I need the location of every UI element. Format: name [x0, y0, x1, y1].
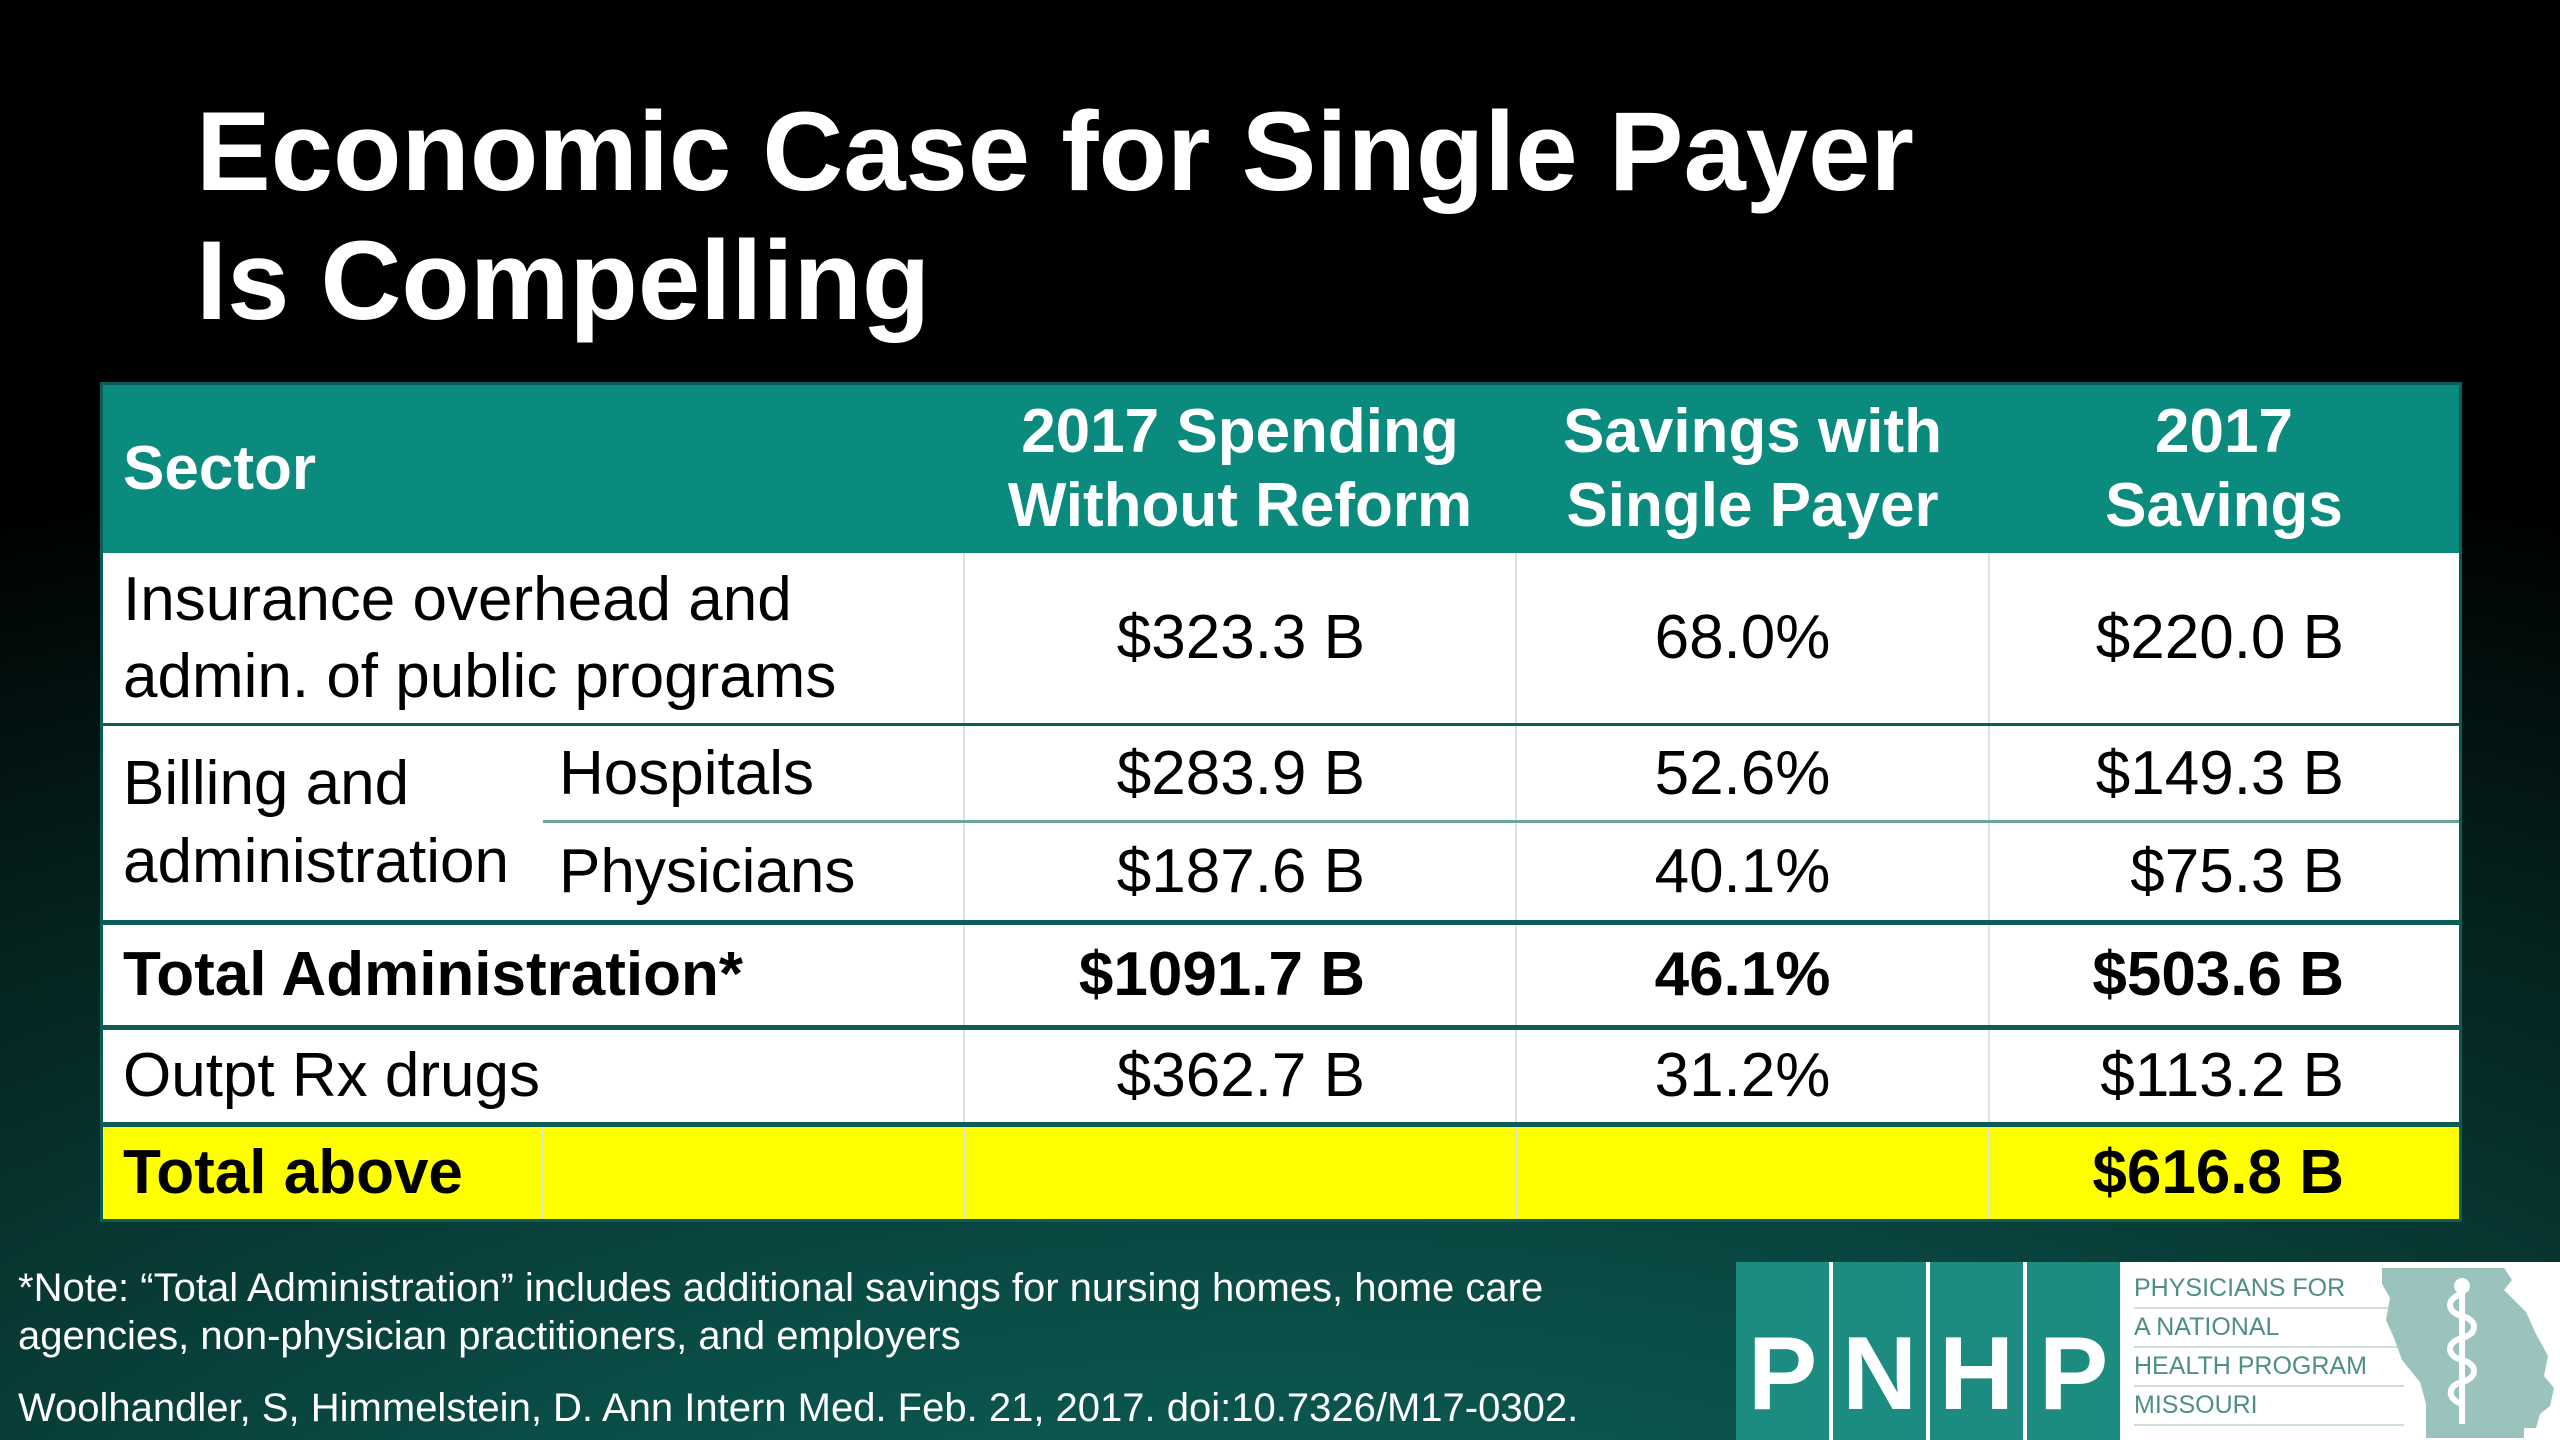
logo-org-line: MISSOURI — [2134, 1387, 2404, 1426]
insurance-label-line1: Insurance overhead and — [123, 564, 792, 634]
rx-pct: 31.2% — [1515, 1027, 1989, 1127]
header-spending-line1: 2017 Spending — [1021, 396, 1459, 466]
logo-letter: H — [1930, 1262, 2027, 1440]
physicians-label: Physicians — [543, 821, 964, 925]
rx-savings: $113.2 B — [1988, 1027, 2459, 1127]
footnote-line2: agencies, non-physician practitioners, a… — [18, 1314, 961, 1358]
insurance-spending: $323.3 B — [963, 553, 1516, 727]
table-row-total-above: Total above $616.8 B — [103, 1124, 2459, 1219]
rx-spending: $362.7 B — [963, 1027, 1516, 1127]
billing-group-label-line2: administration — [123, 826, 509, 896]
slide-title-line1: Economic Case for Single Payer — [196, 89, 1914, 214]
table-row-total-admin: Total Administration* $1091.7 B 46.1% $5… — [103, 922, 2459, 1030]
pnhp-logo: P N H P PHYSICIANS FOR A NATIONAL HEALTH… — [1736, 1262, 2560, 1440]
header-savings-pct: Savings with Single Payer — [1516, 385, 1989, 553]
logo-org-line: PHYSICIANS FOR — [2134, 1270, 2404, 1309]
insurance-savings: $220.0 B — [1988, 553, 2459, 727]
hospitals-savings: $149.3 B — [1988, 724, 2459, 824]
logo-letter: N — [1833, 1262, 1930, 1440]
header-savings-pct-line2: Single Payer — [1566, 471, 1939, 540]
physicians-spending: $187.6 B — [963, 821, 1516, 925]
header-spending: 2017 Spending Without Reform — [964, 385, 1516, 553]
insurance-label-line2: admin. of public programs — [123, 642, 837, 712]
logo-org-line: A NATIONAL — [2134, 1309, 2404, 1348]
total-admin-pct: 46.1% — [1515, 922, 1989, 1030]
savings-table: Sector 2017 Spending Without Reform Savi… — [100, 382, 2462, 1222]
slide-title-line2: Is Compelling — [196, 217, 931, 343]
total-above-empty-1 — [542, 1124, 964, 1219]
hospitals-spending: $283.9 B — [963, 724, 1516, 824]
table-row-rx: Outpt Rx drugs $362.7 B 31.2% $113.2 B — [103, 1027, 2459, 1127]
physicians-pct: 40.1% — [1515, 821, 1989, 925]
total-above-empty-3 — [1515, 1124, 1989, 1219]
physicians-savings: $75.3 B — [1988, 821, 2459, 925]
table-row-hospitals: Billing and administration Hospitals $28… — [103, 724, 2459, 925]
total-admin-label: Total Administration* — [103, 922, 964, 1030]
rx-label: Outpt Rx drugs — [103, 1027, 964, 1127]
total-admin-savings: $503.6 B — [1988, 922, 2459, 1030]
logo-org-line: HEALTH PROGRAM — [2134, 1348, 2404, 1387]
table-row-insurance: Insurance overhead and admin. of public … — [103, 553, 2459, 727]
header-savings-pct-line1: Savings with — [1563, 396, 1942, 466]
insurance-pct: 68.0% — [1515, 553, 1989, 727]
logo-letter: P — [2027, 1262, 2124, 1440]
hospitals-pct: 52.6% — [1515, 724, 1989, 824]
total-above-label: Total above — [103, 1124, 543, 1219]
header-savings: 2017 Savings — [1989, 385, 2459, 553]
insurance-label: Insurance overhead and admin. of public … — [103, 553, 964, 727]
table-row-physicians: Physicians $187.6 B 40.1% $75.3 B — [103, 821, 2459, 925]
citation: Woolhandler, S, Himmelstein, D. Ann Inte… — [18, 1386, 1579, 1430]
billing-group-label: Billing and administration — [103, 724, 543, 925]
header-savings-line2: Savings — [2105, 471, 2343, 540]
logo-org-name: PHYSICIANS FOR A NATIONAL HEALTH PROGRAM… — [2134, 1270, 2404, 1426]
slide-title: Economic Case for Single Payer Is Compel… — [196, 88, 2296, 346]
header-spending-line2: Without Reform — [1007, 471, 1473, 540]
table-header-row: Sector 2017 Spending Without Reform Savi… — [103, 385, 2459, 553]
header-sector: Sector — [103, 385, 964, 553]
total-above-empty-2 — [963, 1124, 1516, 1219]
header-savings-line1: 2017 — [2155, 396, 2293, 466]
footnote: *Note: “Total Administration” includes a… — [18, 1264, 1698, 1360]
total-admin-spending: $1091.7 B — [963, 922, 1516, 1030]
logo-letters: P N H P — [1736, 1262, 2126, 1440]
missouri-state-caduceus-icon — [2382, 1268, 2554, 1438]
logo-letter: P — [1736, 1262, 1833, 1440]
footnote-line1: *Note: “Total Administration” includes a… — [18, 1266, 1544, 1310]
hospitals-label: Hospitals — [543, 724, 964, 824]
total-above-savings: $616.8 B — [1988, 1124, 2459, 1219]
billing-group-label-line1: Billing and — [123, 749, 410, 819]
